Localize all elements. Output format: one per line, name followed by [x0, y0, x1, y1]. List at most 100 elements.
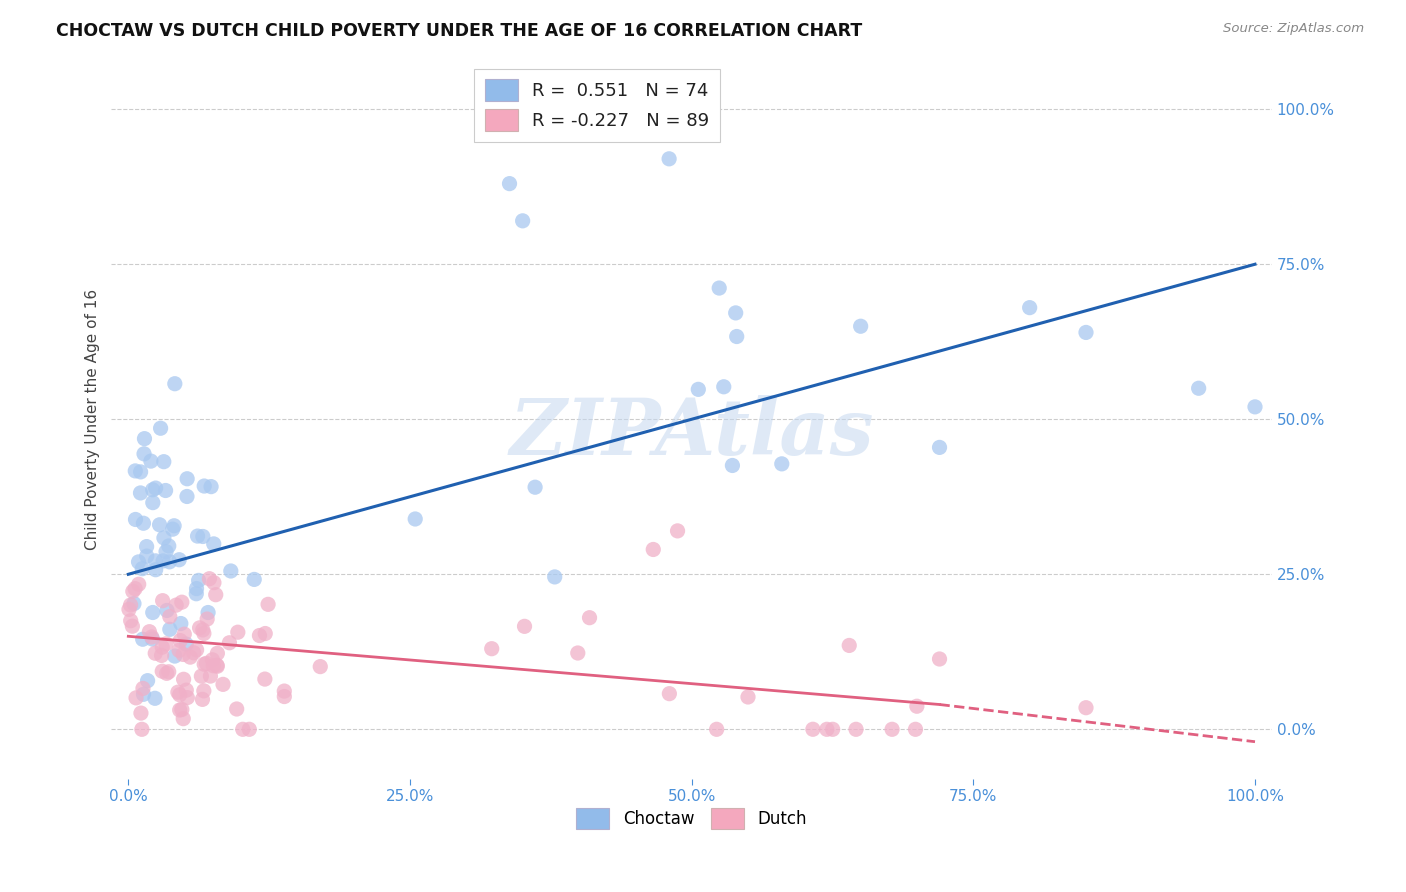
- Point: [169, 703, 191, 717]
- Point: [170, 702, 193, 716]
- Point: [658, 687, 681, 701]
- Point: [191, 692, 214, 706]
- Point: [153, 531, 176, 545]
- Point: [169, 633, 191, 648]
- Point: [162, 522, 184, 536]
- Point: [273, 690, 295, 704]
- Point: [193, 626, 215, 640]
- Point: [254, 626, 277, 640]
- Point: [724, 306, 747, 320]
- Point: [163, 649, 186, 664]
- Point: [142, 495, 165, 509]
- Text: CHOCTAW VS DUTCH CHILD POVERTY UNDER THE AGE OF 16 CORRELATION CHART: CHOCTAW VS DUTCH CHILD POVERTY UNDER THE…: [56, 22, 862, 40]
- Point: [167, 685, 190, 699]
- Point: [207, 646, 229, 660]
- Point: [204, 588, 226, 602]
- Point: [173, 673, 195, 687]
- Point: [159, 623, 181, 637]
- Point: [138, 624, 160, 639]
- Point: [643, 542, 665, 557]
- Point: [132, 681, 155, 696]
- Point: [165, 598, 187, 612]
- Point: [121, 619, 143, 633]
- Text: Source: ZipAtlas.com: Source: ZipAtlas.com: [1223, 22, 1364, 36]
- Point: [198, 572, 221, 586]
- Point: [190, 669, 212, 683]
- Point: [135, 549, 157, 563]
- Point: [512, 214, 534, 228]
- Point: [928, 441, 950, 455]
- Point: [821, 723, 844, 737]
- Point: [737, 690, 759, 704]
- Point: [142, 606, 165, 620]
- Point: [176, 472, 198, 486]
- Point: [128, 555, 150, 569]
- Point: [544, 570, 567, 584]
- Y-axis label: Child Poverty Under the Age of 16: Child Poverty Under the Age of 16: [86, 289, 100, 549]
- Point: [815, 723, 838, 737]
- Point: [141, 632, 163, 646]
- Point: [187, 574, 209, 588]
- Point: [124, 582, 146, 596]
- Point: [253, 672, 276, 686]
- Point: [193, 479, 215, 493]
- Point: [688, 382, 710, 396]
- Point: [195, 612, 218, 626]
- Point: [135, 540, 157, 554]
- Point: [513, 619, 536, 633]
- Point: [145, 563, 167, 577]
- Point: [129, 706, 152, 720]
- Point: [153, 455, 176, 469]
- Point: [143, 646, 166, 660]
- Point: [155, 483, 177, 498]
- Point: [567, 646, 589, 660]
- Point: [1018, 301, 1040, 315]
- Point: [136, 673, 159, 688]
- Point: [150, 640, 173, 655]
- Point: [167, 643, 190, 657]
- Point: [169, 688, 191, 702]
- Point: [176, 683, 198, 698]
- Point: [132, 516, 155, 531]
- Point: [193, 683, 215, 698]
- Point: [176, 690, 198, 705]
- Point: [139, 454, 162, 468]
- Point: [128, 577, 150, 591]
- Point: [721, 458, 744, 473]
- Point: [202, 575, 225, 590]
- Point: [202, 537, 225, 551]
- Point: [170, 616, 193, 631]
- Point: [152, 554, 174, 568]
- Point: [143, 691, 166, 706]
- Point: [121, 584, 143, 599]
- Point: [481, 641, 503, 656]
- Point: [156, 666, 179, 681]
- Point: [125, 690, 148, 705]
- Point: [1074, 700, 1097, 714]
- Point: [578, 610, 600, 624]
- Point: [179, 650, 201, 665]
- Point: [131, 723, 153, 737]
- Point: [238, 723, 260, 737]
- Point: [187, 529, 209, 543]
- Point: [150, 648, 173, 663]
- Point: [150, 665, 173, 679]
- Point: [309, 659, 332, 673]
- Point: [172, 648, 194, 662]
- Point: [273, 684, 295, 698]
- Point: [155, 544, 177, 558]
- Point: [131, 632, 153, 647]
- Point: [201, 653, 224, 667]
- Point: [141, 630, 163, 644]
- Point: [170, 595, 193, 609]
- Point: [186, 643, 208, 657]
- Point: [838, 639, 860, 653]
- Point: [212, 677, 235, 691]
- Point: [145, 554, 167, 568]
- Point: [191, 623, 214, 637]
- Point: [404, 512, 426, 526]
- Point: [880, 723, 903, 737]
- Point: [132, 447, 155, 461]
- Point: [159, 609, 181, 624]
- Point: [845, 723, 868, 737]
